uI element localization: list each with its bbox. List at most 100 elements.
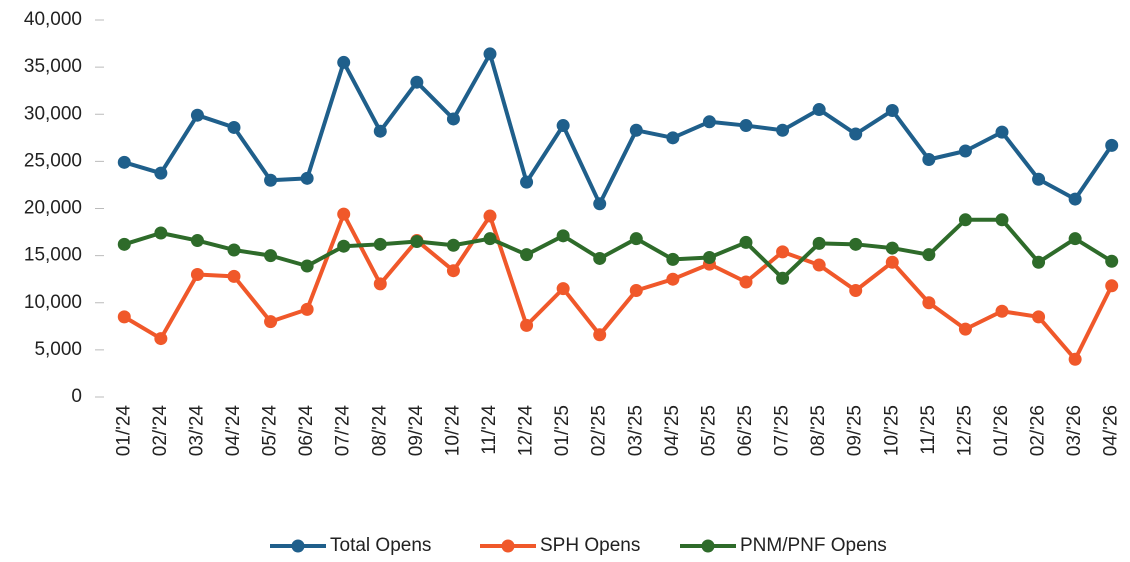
x-tick-label: 12/'25 [954, 405, 975, 456]
point [190, 267, 204, 281]
x-tick-label: 07/'25 [772, 405, 793, 456]
point [556, 229, 570, 243]
legend-item: Total Opens [270, 535, 431, 556]
point [776, 123, 790, 137]
point [337, 207, 351, 221]
legend-marker [291, 539, 305, 553]
point [154, 166, 168, 180]
point [922, 152, 936, 166]
x-tick-label: 02/'25 [589, 405, 610, 456]
point [593, 197, 607, 211]
point [154, 332, 168, 346]
point [1032, 255, 1046, 269]
point [849, 237, 863, 251]
point [190, 108, 204, 122]
x-tick-label: 02/'26 [1028, 405, 1049, 456]
legend-marker [501, 539, 515, 553]
point [629, 232, 643, 246]
point [629, 123, 643, 137]
point [1105, 254, 1119, 268]
y-tick-label: 40,000 [24, 9, 82, 30]
point [264, 173, 278, 187]
point [483, 209, 497, 223]
y-tick-label: 5,000 [34, 339, 82, 360]
point [922, 296, 936, 310]
point [885, 241, 899, 255]
point [885, 103, 899, 117]
legend-item: PNM/PNF Opens [680, 535, 887, 556]
point [593, 328, 607, 342]
point [117, 155, 131, 169]
y-tick-label: 25,000 [24, 150, 82, 171]
point [264, 315, 278, 329]
point [739, 275, 753, 289]
point [995, 304, 1009, 318]
y-tick-label: 15,000 [24, 245, 82, 266]
point [812, 258, 826, 272]
x-tick-label: 10/'25 [881, 405, 902, 456]
series-line [123, 51, 1114, 206]
legend-item: SPH Opens [480, 535, 640, 556]
point [995, 213, 1009, 227]
point [300, 259, 314, 273]
point [337, 239, 351, 253]
x-tick-label: 04/'26 [1101, 405, 1122, 456]
series-line [123, 217, 1113, 281]
x-tick-label: 03/'24 [186, 405, 207, 457]
point [227, 243, 241, 257]
x-tick-label: 10/'24 [442, 405, 463, 457]
point [629, 283, 643, 297]
x-tick-label: 12/'24 [516, 405, 537, 457]
point [483, 47, 497, 61]
point [373, 237, 387, 251]
y-tick-label: 20,000 [24, 198, 82, 219]
point [483, 232, 497, 246]
point [702, 115, 716, 129]
series-line [123, 212, 1114, 362]
x-tick-label: 09/'25 [845, 405, 866, 456]
point [1068, 352, 1082, 366]
point [885, 255, 899, 269]
y-tick-label: 10,000 [24, 292, 82, 313]
point [666, 131, 680, 145]
x-tick-label: 06/'24 [296, 405, 317, 457]
point [556, 119, 570, 133]
point [666, 252, 680, 266]
x-tick-label: 01/'26 [991, 405, 1012, 456]
point [1105, 279, 1119, 293]
point [410, 234, 424, 248]
legend-label: Total Opens [330, 535, 431, 556]
x-tick-label: 11/'25 [918, 405, 939, 455]
point [958, 144, 972, 158]
x-tick-label: 05/'25 [698, 405, 719, 456]
x-tick-label: 01/'25 [552, 405, 573, 456]
point [227, 120, 241, 134]
x-tick-label: 08/'25 [808, 405, 829, 456]
point [922, 248, 936, 262]
point [373, 277, 387, 291]
point [556, 282, 570, 296]
legend-marker [701, 539, 715, 553]
point [812, 236, 826, 250]
point [520, 318, 534, 332]
point [739, 119, 753, 133]
point [1032, 172, 1046, 186]
x-tick-label: 04/'25 [662, 405, 683, 456]
point [849, 127, 863, 141]
y-tick-label: 0 [71, 386, 82, 407]
point [373, 124, 387, 138]
point [1068, 232, 1082, 246]
point [666, 272, 680, 286]
point [593, 251, 607, 265]
point [995, 125, 1009, 139]
point [1068, 192, 1082, 206]
point [300, 302, 314, 316]
point [264, 249, 278, 263]
legend-label: PNM/PNF Opens [740, 535, 887, 556]
point [776, 271, 790, 285]
point [958, 213, 972, 227]
point [520, 248, 534, 262]
y-tick-label: 30,000 [24, 103, 82, 124]
